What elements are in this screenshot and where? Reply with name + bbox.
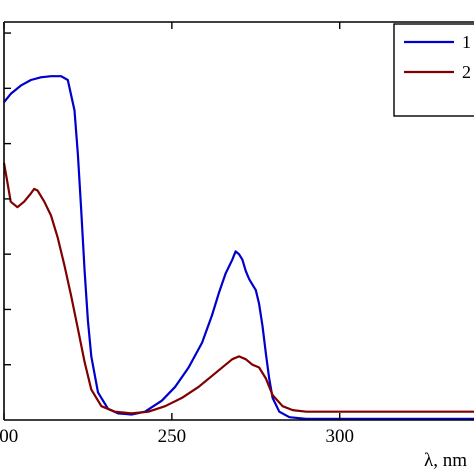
legend-label-2: 2 — [462, 62, 471, 82]
ticks-layer: 200 250 300 — [0, 22, 354, 447]
x-tick-label-300: 300 — [325, 426, 354, 447]
x-tick-label-250: 250 — [158, 426, 187, 447]
x-tick-label-200: 200 — [0, 426, 18, 447]
series-line-2 — [2, 162, 474, 415]
legend: 12 — [393, 23, 474, 117]
legend-label-1: 1 — [462, 32, 471, 52]
series-line-1 — [3, 75, 474, 420]
x-axis-title: λ, nm — [424, 450, 467, 471]
legend-box — [393, 23, 474, 117]
series-layer — [2, 75, 474, 420]
